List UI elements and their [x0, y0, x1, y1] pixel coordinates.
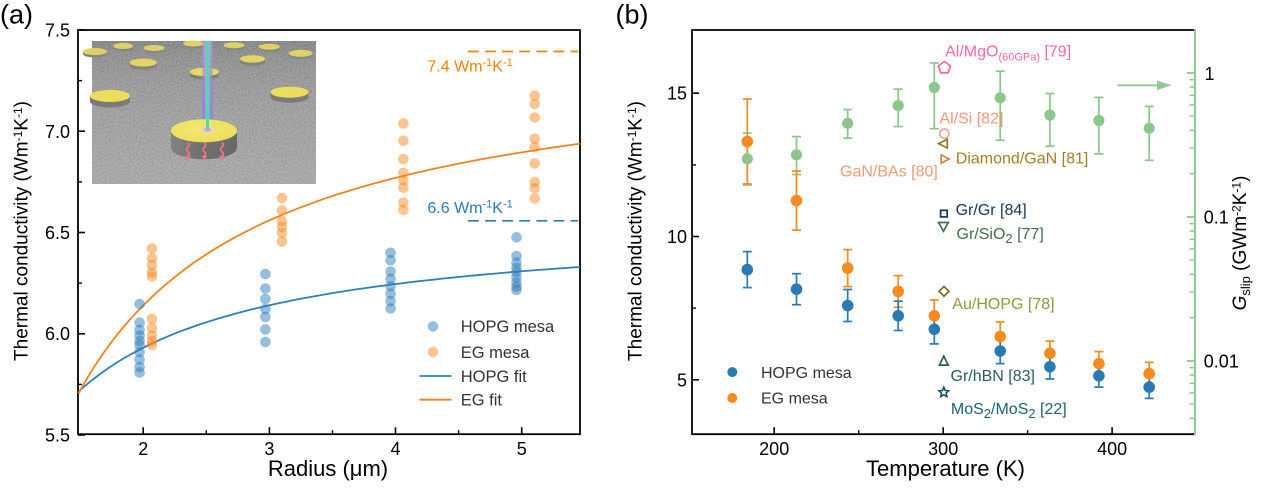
- svg-text:Thermal conductivity (Wm-1​K-1: Thermal conductivity (Wm-1​K-1​): [11, 101, 33, 361]
- svg-text:4: 4: [390, 439, 400, 459]
- svg-text:6.0: 6.0: [45, 324, 70, 344]
- svg-text:7.0: 7.0: [45, 122, 70, 142]
- svg-text:Au/HOPG [78]: Au/HOPG [78]: [952, 296, 1054, 313]
- svg-text:HOPG mesa: HOPG mesa: [461, 318, 555, 336]
- svg-text:10: 10: [667, 227, 687, 247]
- svg-text:Al/Si [82]: Al/Si [82]: [939, 111, 1003, 128]
- svg-text:EG fit: EG fit: [461, 392, 503, 410]
- svg-text:Al/MgO(60GPa)​ [79]: Al/MgO(60GPa)​ [79]: [945, 44, 1071, 64]
- svg-text:Thermal conductivity (Wm-1​K-1: Thermal conductivity (Wm-1​K-1​): [625, 101, 647, 361]
- svg-text:7.5: 7.5: [45, 21, 70, 41]
- svg-text:EG mesa: EG mesa: [761, 391, 828, 408]
- svg-text:400: 400: [1097, 439, 1127, 459]
- svg-text:200: 200: [759, 439, 789, 459]
- svg-text:EG mesa: EG mesa: [461, 344, 531, 362]
- svg-text:HOPG mesa: HOPG mesa: [761, 365, 852, 382]
- svg-text:0.1: 0.1: [1204, 208, 1229, 228]
- svg-text:15: 15: [667, 84, 687, 104]
- svg-text:5: 5: [677, 370, 687, 390]
- svg-text:6.5: 6.5: [45, 223, 70, 243]
- svg-text:Gr/SiO2​ [77]: Gr/SiO2​ [77]: [957, 226, 1044, 246]
- svg-text:MoS2​/MoS2​ [22]: MoS2​/MoS2​ [22]: [951, 401, 1067, 421]
- svg-text:GaN/BAs [80]: GaN/BAs [80]: [840, 164, 938, 181]
- svg-text:2: 2: [138, 439, 148, 459]
- svg-text:Gr/hBN [83]: Gr/hBN [83]: [951, 368, 1035, 385]
- svg-text:0.01: 0.01: [1204, 352, 1239, 372]
- svg-text:(b): (b): [616, 0, 649, 30]
- svg-text:5: 5: [517, 439, 527, 459]
- svg-text:6.6 Wm-1​K-1​: 6.6 Wm-1​K-1​: [427, 199, 512, 218]
- svg-text:300: 300: [928, 439, 958, 459]
- svg-text:Diamond/GaN [81]: Diamond/GaN [81]: [956, 150, 1089, 167]
- svg-text:(a): (a): [0, 0, 33, 30]
- svg-text:1: 1: [1205, 64, 1215, 84]
- svg-text:Gr/Gr [84]: Gr/Gr [84]: [956, 202, 1027, 219]
- svg-text:Gslip​ (GWm-2​K-1​): Gslip​ (GWm-2​K-1​): [1230, 176, 1254, 311]
- svg-text:5.5: 5.5: [45, 426, 70, 446]
- svg-text:Temperature (K): Temperature (K): [866, 456, 1025, 481]
- svg-text:7.4 Wm-1​K-1​: 7.4 Wm-1​K-1​: [427, 57, 512, 76]
- svg-text:Radius (μm): Radius (μm): [268, 456, 388, 481]
- svg-text:3: 3: [264, 439, 274, 459]
- svg-text:HOPG fit: HOPG fit: [461, 368, 527, 386]
